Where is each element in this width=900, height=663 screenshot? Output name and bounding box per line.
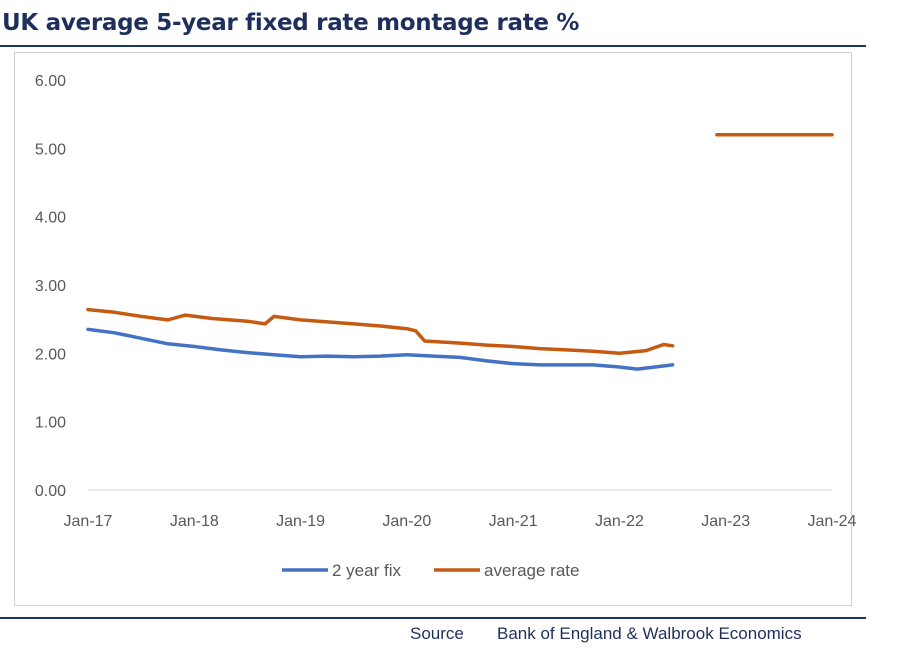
source-text: Bank of England & Walbrook Economics <box>497 624 802 643</box>
x-tick-label: Jan-22 <box>595 513 644 530</box>
x-tick-label: Jan-19 <box>276 513 325 530</box>
source-label: Source <box>410 624 464 643</box>
footer-rule <box>0 617 866 619</box>
x-tick-label: Jan-18 <box>170 513 219 530</box>
chart-title: UK average 5-year fixed rate montage rat… <box>2 10 580 36</box>
2-year-fix-line <box>86 327 675 371</box>
chart-frame <box>14 52 852 606</box>
x-tick-label: Jan-17 <box>64 513 113 530</box>
y-tick-label: 0.00 <box>35 483 66 500</box>
average-rate-line <box>86 307 675 356</box>
y-tick-label: 5.00 <box>35 141 66 158</box>
x-tick-label: Jan-24 <box>808 513 857 530</box>
y-tick-label: 3.00 <box>35 278 66 295</box>
legend: 2 year fix average rate <box>282 561 579 580</box>
y-tick-label: 6.00 <box>35 73 66 90</box>
x-tick-label: Jan-21 <box>489 513 538 530</box>
y-tick-label: 2.00 <box>35 346 66 363</box>
x-axis-ticks: Jan-17 Jan-18 Jan-19 Jan-20 Jan-21 Jan-22 Jan-… <box>64 513 857 530</box>
y-tick-label: 1.00 <box>35 415 66 432</box>
y-axis-ticks: 0.00 1.00 2.00 3.00 4.00 5.00 6.00 <box>35 73 66 500</box>
series-layer <box>86 132 834 371</box>
legend-label: average rate <box>484 561 579 580</box>
y-tick-label: 4.00 <box>35 210 66 227</box>
x-tick-label: Jan-23 <box>701 513 750 530</box>
title-rule <box>0 45 866 47</box>
legend-label: 2 year fix <box>332 561 401 580</box>
x-tick-label: Jan-20 <box>382 513 431 530</box>
